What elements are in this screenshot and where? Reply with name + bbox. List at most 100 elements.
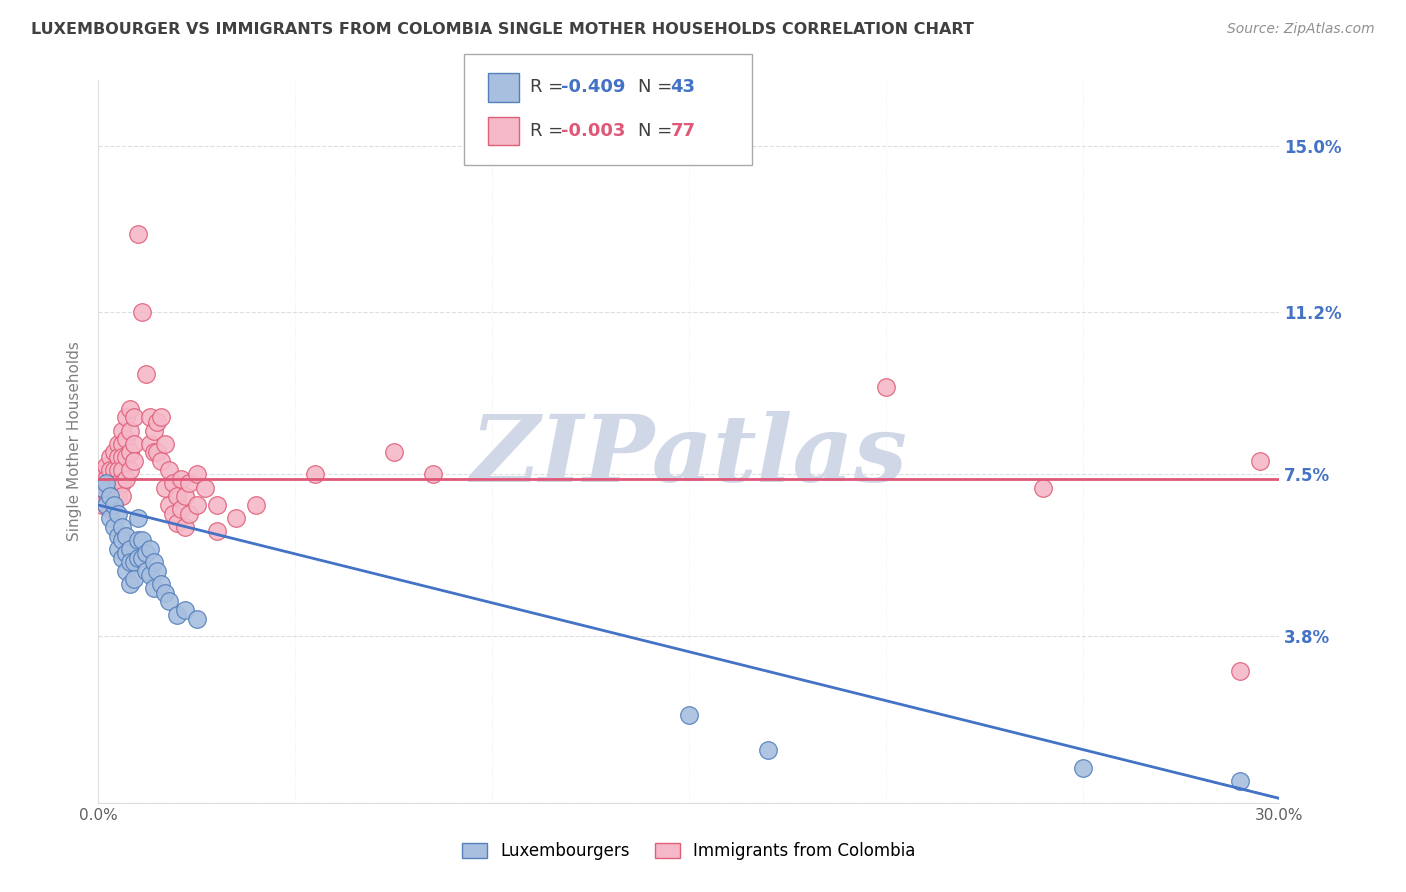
- Point: [142, 424, 165, 438]
- Point: [118, 401, 141, 416]
- Point: [127, 227, 149, 241]
- Point: [245, 498, 267, 512]
- Point: [115, 410, 138, 425]
- Point: [115, 433, 138, 447]
- Text: ZIPatlas: ZIPatlas: [471, 411, 907, 501]
- Point: [98, 450, 121, 464]
- Point: [111, 489, 134, 503]
- Point: [131, 550, 153, 565]
- Point: [91, 467, 114, 482]
- Point: [103, 463, 125, 477]
- Point: [118, 424, 141, 438]
- Point: [122, 573, 145, 587]
- Point: [107, 529, 129, 543]
- Point: [98, 489, 121, 503]
- Point: [103, 498, 125, 512]
- Point: [111, 436, 134, 450]
- Point: [225, 511, 247, 525]
- Point: [166, 516, 188, 530]
- Point: [155, 436, 177, 450]
- Point: [107, 463, 129, 477]
- Point: [678, 708, 700, 723]
- Point: [98, 511, 121, 525]
- Point: [138, 436, 160, 450]
- Point: [115, 472, 138, 486]
- Point: [96, 484, 118, 499]
- Point: [91, 481, 114, 495]
- Point: [157, 498, 180, 512]
- Point: [103, 520, 125, 534]
- Point: [122, 410, 145, 425]
- Point: [194, 481, 217, 495]
- Point: [115, 564, 138, 578]
- Point: [111, 424, 134, 438]
- Point: [138, 541, 160, 556]
- Point: [166, 489, 188, 503]
- Point: [138, 568, 160, 582]
- Point: [111, 450, 134, 464]
- Point: [146, 445, 169, 459]
- Point: [122, 555, 145, 569]
- Point: [186, 498, 208, 512]
- Point: [382, 445, 405, 459]
- Point: [98, 463, 121, 477]
- Point: [422, 467, 444, 482]
- Point: [157, 463, 180, 477]
- Point: [186, 612, 208, 626]
- Point: [174, 489, 197, 503]
- Point: [162, 507, 184, 521]
- Point: [155, 481, 177, 495]
- Point: [1071, 761, 1094, 775]
- Point: [150, 577, 173, 591]
- Point: [122, 436, 145, 450]
- Y-axis label: Single Mother Households: Single Mother Households: [67, 342, 83, 541]
- Point: [111, 533, 134, 547]
- Point: [131, 305, 153, 319]
- Point: [118, 577, 141, 591]
- Point: [142, 581, 165, 595]
- Point: [103, 476, 125, 491]
- Point: [177, 507, 200, 521]
- Point: [107, 476, 129, 491]
- Point: [150, 410, 173, 425]
- Point: [98, 489, 121, 503]
- Point: [111, 463, 134, 477]
- Point: [177, 476, 200, 491]
- Point: [142, 555, 165, 569]
- Point: [155, 585, 177, 599]
- Point: [142, 445, 165, 459]
- Legend: Luxembourgers, Immigrants from Colombia: Luxembourgers, Immigrants from Colombia: [456, 836, 922, 867]
- Point: [205, 524, 228, 539]
- Point: [96, 458, 118, 473]
- Point: [115, 450, 138, 464]
- Point: [103, 489, 125, 503]
- Point: [98, 502, 121, 516]
- Point: [135, 367, 157, 381]
- Point: [756, 743, 779, 757]
- Point: [150, 454, 173, 468]
- Text: -0.409: -0.409: [561, 78, 626, 96]
- Point: [107, 507, 129, 521]
- Point: [107, 489, 129, 503]
- Point: [107, 450, 129, 464]
- Point: [157, 594, 180, 608]
- Text: R =: R =: [530, 122, 569, 140]
- Text: N =: N =: [638, 122, 678, 140]
- Point: [875, 380, 897, 394]
- Point: [115, 529, 138, 543]
- Point: [162, 476, 184, 491]
- Point: [111, 520, 134, 534]
- Point: [98, 476, 121, 491]
- Point: [111, 476, 134, 491]
- Point: [1032, 481, 1054, 495]
- Text: 43: 43: [671, 78, 696, 96]
- Point: [127, 550, 149, 565]
- Point: [205, 498, 228, 512]
- Point: [96, 476, 118, 491]
- Point: [174, 603, 197, 617]
- Point: [96, 472, 118, 486]
- Point: [170, 472, 193, 486]
- Point: [174, 520, 197, 534]
- Text: N =: N =: [638, 78, 678, 96]
- Point: [146, 415, 169, 429]
